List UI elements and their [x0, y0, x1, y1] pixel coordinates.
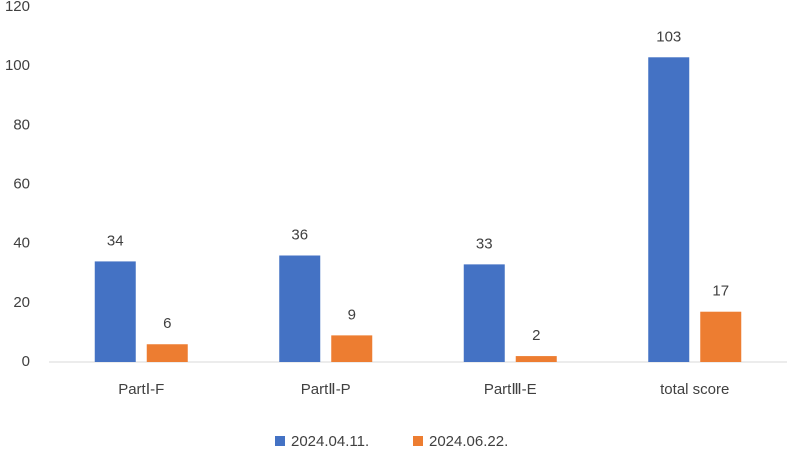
y-tick-label: 120 — [5, 0, 30, 15]
bar — [700, 311, 742, 362]
data-label: 17 — [712, 283, 729, 300]
x-tick-label: PartⅢ-E — [484, 381, 537, 398]
bar — [463, 264, 505, 362]
y-tick-label: 40 — [13, 235, 30, 252]
bar — [331, 335, 373, 362]
data-label: 103 — [656, 28, 681, 45]
bar — [146, 344, 188, 362]
bar — [648, 57, 690, 363]
y-tick-label: 100 — [5, 57, 30, 74]
data-label: 34 — [107, 232, 124, 249]
data-label: 36 — [291, 226, 308, 243]
x-tick-label: PartⅠ-F — [118, 381, 164, 398]
data-label: 2 — [532, 327, 540, 344]
y-tick-label: 20 — [13, 294, 30, 311]
legend-swatch — [413, 436, 423, 446]
data-label: 33 — [476, 235, 493, 252]
bar — [279, 255, 321, 362]
x-tick-label: PartⅡ-P — [301, 381, 351, 398]
y-tick-label: 60 — [13, 175, 30, 192]
y-tick-label: 80 — [13, 116, 30, 133]
data-label: 9 — [348, 306, 356, 323]
y-tick-label: 0 — [22, 353, 30, 370]
legend-label: 2024.06.22. — [429, 433, 508, 450]
bar — [94, 261, 136, 362]
data-label: 6 — [163, 315, 171, 332]
legend-label: 2024.04.11. — [291, 433, 369, 450]
x-tick-label: total score — [660, 381, 729, 398]
bar — [515, 356, 557, 362]
legend-swatch — [275, 436, 285, 446]
